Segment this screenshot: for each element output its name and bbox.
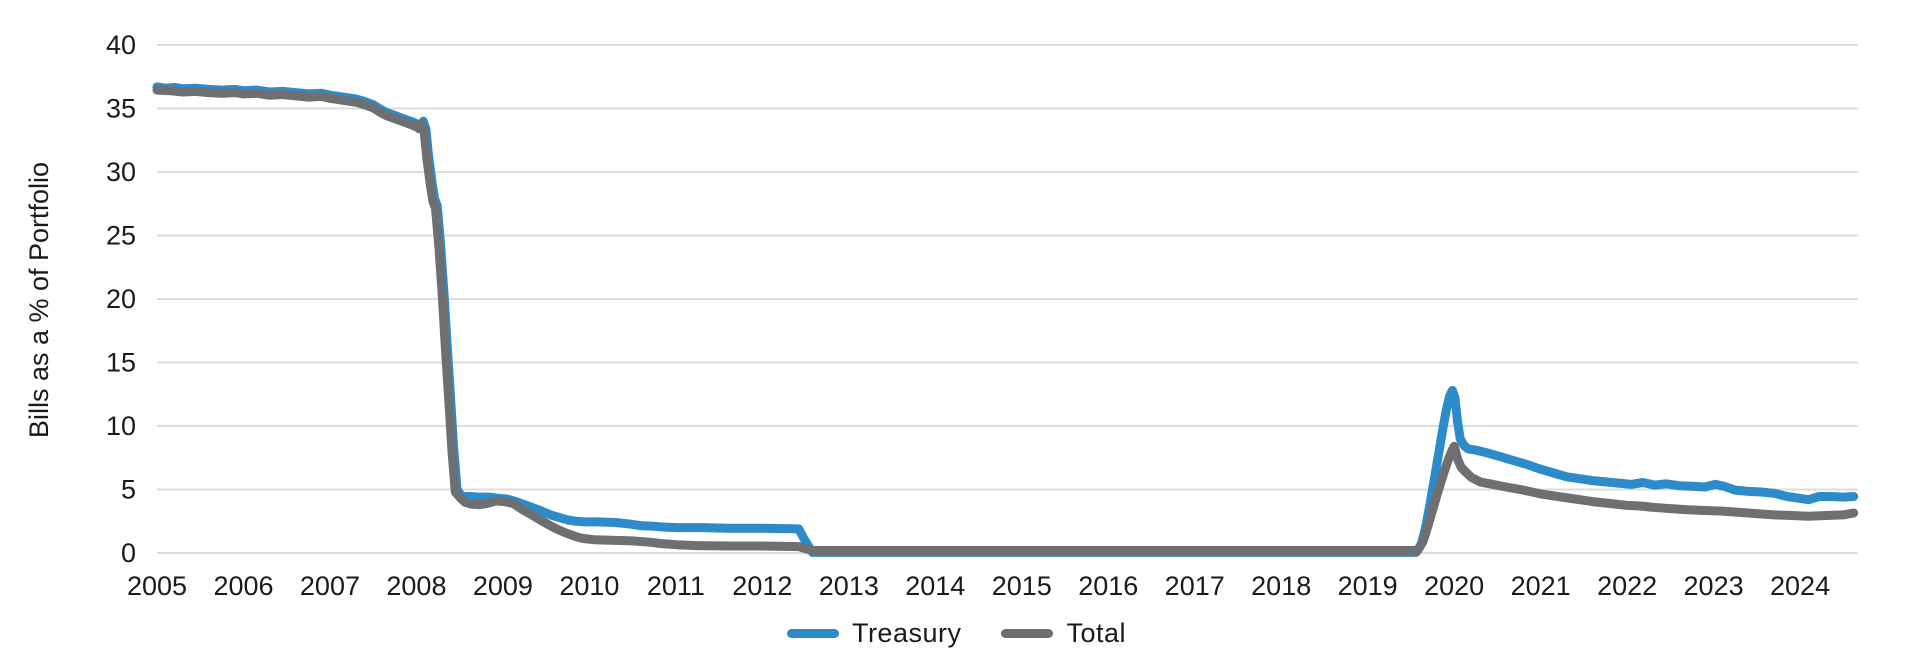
series-line-total: [152, 85, 1859, 555]
y-tick-label: 15: [106, 348, 136, 378]
y-tick-label: 25: [106, 221, 136, 251]
x-tick-label: 2016: [1078, 571, 1138, 601]
x-tick-label: 2018: [1251, 571, 1311, 601]
y-tick-label: 0: [121, 538, 136, 568]
y-tick-label: 40: [106, 30, 136, 60]
y-tick-label: 10: [106, 411, 136, 441]
x-tick-label: 2019: [1338, 571, 1398, 601]
x-tick-label: 2021: [1511, 571, 1571, 601]
legend-label: Treasury: [851, 618, 962, 648]
x-tick-label: 2017: [1165, 571, 1225, 601]
x-tick-label: 2010: [559, 571, 619, 601]
x-tick-label: 2007: [300, 571, 360, 601]
x-tick-label: 2013: [819, 571, 879, 601]
x-tick-label: 2014: [905, 571, 965, 601]
legend-swatch-total: [1001, 629, 1054, 638]
legend: Treasury Total: [0, 618, 1913, 649]
x-tick-label: 2020: [1424, 571, 1484, 601]
x-tick-label: 2008: [386, 571, 446, 601]
x-tick-label: 2011: [647, 571, 705, 601]
y-tick-label: 30: [106, 157, 136, 187]
x-tick-label: 2009: [473, 571, 533, 601]
legend-label: Total: [1066, 618, 1127, 648]
x-tick-label: 2022: [1597, 571, 1657, 601]
legend-item-treasury: Treasury: [786, 618, 962, 649]
y-tick-label: 5: [121, 475, 136, 505]
y-tick-label: 35: [106, 94, 136, 124]
x-tick-label: 2006: [213, 571, 273, 601]
y-axis-title: Bills as a % of Portfolio: [24, 162, 54, 438]
x-tick-label: 2015: [992, 571, 1052, 601]
series-line-treasury: [152, 82, 1859, 557]
legend-item-total: Total: [1001, 618, 1126, 649]
x-tick-label: 2005: [127, 571, 187, 601]
x-tick-label: 2023: [1684, 571, 1744, 601]
x-tick-label: 2024: [1770, 571, 1830, 601]
legend-swatch-treasury: [786, 629, 839, 638]
y-tick-label: 20: [106, 284, 136, 314]
x-tick-label: 2012: [732, 571, 792, 601]
